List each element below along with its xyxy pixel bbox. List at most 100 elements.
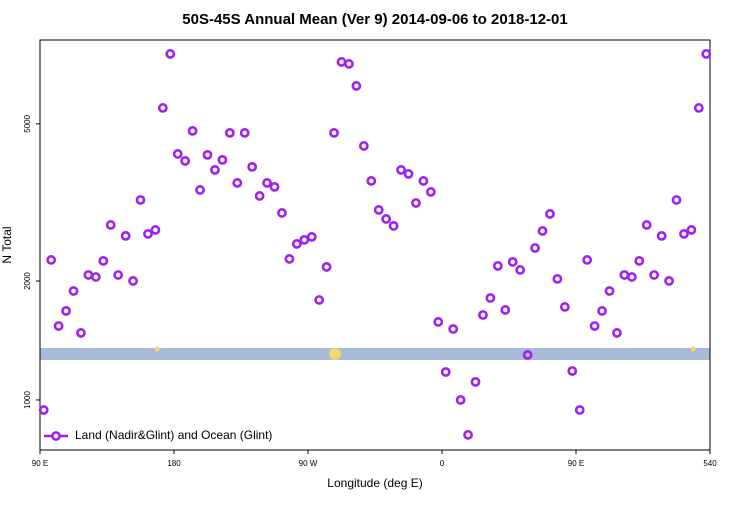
point: [418, 176, 429, 186]
point: [314, 295, 325, 305]
point: [656, 230, 667, 241]
point: [68, 286, 79, 296]
point: [545, 209, 555, 219]
point: [105, 220, 116, 230]
point: [440, 367, 451, 377]
point: [597, 306, 607, 316]
point: [589, 321, 600, 331]
point: [485, 293, 496, 303]
point: [284, 254, 295, 264]
point: [396, 165, 406, 175]
point: [143, 229, 153, 239]
point: [626, 272, 637, 282]
point: [247, 161, 258, 172]
point: [701, 49, 712, 59]
point: [649, 270, 660, 280]
point: [46, 255, 57, 265]
plot-frame: [39, 39, 711, 451]
point: [507, 256, 518, 267]
chart-title: 50S-45S Annual Mean (Ver 9) 2014-09-06 t…: [182, 11, 567, 28]
point: [358, 141, 369, 151]
point: [388, 220, 399, 231]
point: [329, 127, 339, 138]
point: [120, 230, 131, 241]
point: [574, 405, 585, 415]
point: [262, 178, 272, 188]
point: [641, 220, 652, 230]
point: [172, 149, 183, 159]
point: [671, 195, 682, 205]
point: [113, 270, 124, 280]
point: [61, 306, 71, 316]
point: [478, 310, 488, 320]
point: [552, 274, 563, 284]
y-tick-label: 5000: [23, 114, 32, 132]
point: [232, 178, 243, 188]
land-spot: [154, 346, 160, 352]
point: [98, 256, 109, 266]
point: [463, 429, 473, 440]
point: [180, 156, 191, 166]
ocean-strip: [40, 348, 710, 360]
point: [336, 57, 347, 67]
point: [76, 328, 86, 338]
point: [492, 261, 503, 271]
point: [515, 265, 526, 275]
point: [195, 185, 205, 195]
point: [128, 276, 138, 286]
point: [306, 231, 317, 242]
point: [425, 187, 436, 197]
point: [693, 103, 704, 113]
point: [411, 198, 421, 208]
land-spot: [329, 348, 341, 360]
point: [530, 243, 540, 253]
point: [90, 272, 101, 282]
point: [254, 191, 265, 201]
x-tick-label: 90 E: [568, 459, 584, 468]
point: [537, 226, 548, 236]
point: [53, 321, 64, 331]
x-tick-label: 90 W: [299, 459, 318, 468]
point: [165, 49, 176, 59]
x-axis-label: Longitude (deg E): [327, 476, 422, 490]
point: [455, 395, 466, 405]
y-tick-label: 1000: [23, 391, 32, 409]
point: [277, 208, 287, 218]
point: [217, 154, 228, 165]
point: [202, 149, 213, 160]
point: [559, 302, 570, 312]
point: [522, 350, 533, 360]
point: [403, 169, 414, 179]
point: [291, 239, 302, 249]
point: [500, 305, 511, 315]
point: [366, 176, 377, 186]
point: [634, 256, 645, 266]
point: [567, 366, 578, 376]
point: [664, 276, 674, 286]
point: [686, 225, 697, 235]
point: [224, 127, 235, 138]
point: [150, 225, 161, 235]
point: [604, 286, 615, 296]
point: [448, 324, 459, 334]
point: [239, 127, 250, 138]
point: [321, 262, 332, 272]
point: [83, 270, 94, 280]
y-axis-label: N Total: [0, 226, 14, 263]
point: [679, 229, 689, 239]
point: [269, 181, 280, 192]
point: [187, 126, 198, 136]
point: [351, 81, 362, 91]
land-spot: [690, 346, 696, 352]
point: [470, 376, 481, 387]
x-tick-label: 180: [167, 459, 181, 468]
point: [582, 255, 593, 265]
point: [210, 165, 220, 175]
point: [299, 234, 310, 245]
point: [612, 328, 622, 338]
point: [135, 195, 146, 205]
point: [619, 270, 630, 280]
point: [157, 103, 168, 113]
legend-label: Land (Nadir&Glint) and Ocean (Glint): [75, 428, 272, 442]
